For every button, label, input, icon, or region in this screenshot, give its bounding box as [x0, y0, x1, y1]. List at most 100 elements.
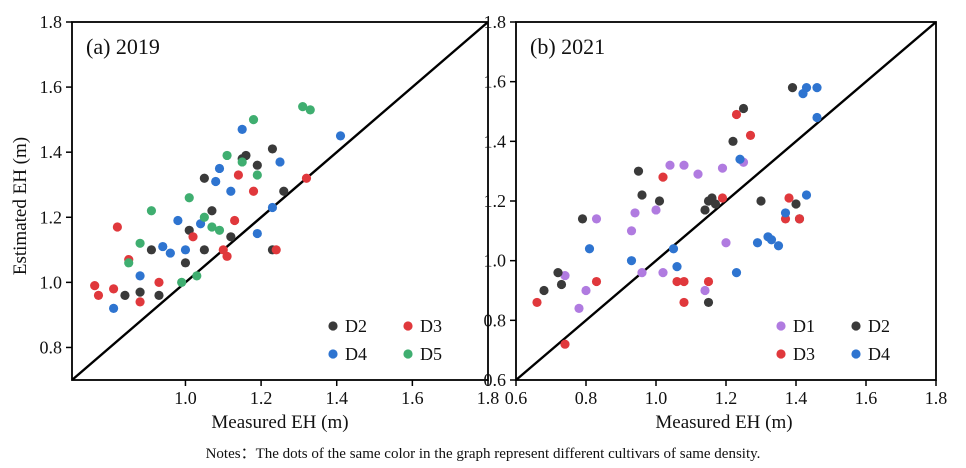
- data-point-d1: [721, 238, 731, 248]
- data-point-d4: [267, 202, 278, 213]
- x-tick-label: 1.8: [477, 388, 500, 408]
- data-point-d2: [637, 190, 647, 200]
- data-point-d5: [124, 258, 134, 268]
- panel-title: (a) 2019: [86, 34, 160, 59]
- data-point-d4: [812, 83, 822, 93]
- data-point-d2: [700, 205, 710, 215]
- data-point-d3: [90, 281, 100, 291]
- data-point-d2: [539, 285, 549, 296]
- data-point-d4: [735, 154, 745, 164]
- data-point-d3: [560, 339, 570, 349]
- data-point-d2: [135, 287, 145, 297]
- data-point-d4: [173, 215, 183, 226]
- y-tick-label: 0.8: [484, 310, 507, 330]
- y-tick-label: 0.6: [484, 370, 507, 390]
- data-point-d2: [654, 196, 665, 206]
- one-to-one-line: [71, 21, 489, 381]
- data-point-d4: [668, 244, 679, 254]
- data-point-d4: [165, 248, 175, 258]
- data-point-d5: [207, 222, 217, 232]
- data-point-d5: [199, 212, 209, 222]
- y-axis-label: Estimated EH (m): [10, 137, 31, 275]
- legend-label-d2: D2: [345, 316, 367, 336]
- data-point-d4: [158, 241, 168, 252]
- data-point-d2: [120, 290, 130, 300]
- data-point-d5: [222, 150, 232, 161]
- legend-label-d4: D4: [868, 344, 890, 364]
- data-point-d4: [211, 176, 221, 187]
- y-tick-label: 1.4: [484, 131, 507, 151]
- y-tick-label: 1.8: [484, 12, 507, 32]
- data-point-d3: [135, 297, 145, 307]
- y-tick-label: 1.0: [484, 251, 507, 271]
- legend-marker-d1: [776, 321, 786, 331]
- data-point-d4: [812, 112, 822, 123]
- y-tick-label: 1.2: [40, 207, 63, 227]
- x-tick-label: 1.6: [401, 388, 424, 408]
- data-point-d3: [93, 290, 104, 300]
- panel-2019: 1.0 1.2 1.4 1.6 1.8 0.8 1.0 1.2 1.4 1.6 1.8 (a) 201…: [40, 12, 500, 408]
- data-point-d5: [248, 115, 259, 125]
- data-point-d1: [717, 163, 728, 173]
- data-point-d2: [756, 196, 766, 206]
- data-point-d1: [574, 303, 584, 313]
- data-point-d2: [154, 290, 164, 300]
- data-point-d1: [658, 268, 668, 278]
- data-point-d1: [700, 285, 710, 296]
- data-point-d3: [717, 193, 728, 203]
- data-point-d3: [703, 276, 714, 287]
- data-point-d1: [637, 268, 647, 278]
- data-point-d5: [214, 225, 225, 235]
- legend-marker-d5: [403, 349, 413, 359]
- x-tick-label: 1.2: [715, 388, 738, 408]
- data-point-d2: [633, 166, 644, 176]
- data-point-d3: [271, 245, 281, 255]
- legend-marker-d2: [851, 321, 861, 331]
- legend-label-d1: D1: [793, 316, 815, 336]
- data-point-d3: [679, 297, 689, 308]
- data-point-d5: [298, 102, 308, 112]
- data-point-d3: [731, 109, 742, 120]
- data-point-d3: [679, 276, 689, 287]
- data-point-d3: [188, 232, 198, 242]
- x-tick-label: 1.8: [925, 388, 948, 408]
- data-point-d1: [651, 205, 661, 215]
- data-point-d3: [109, 284, 119, 294]
- data-point-d5: [177, 277, 187, 287]
- data-point-d4: [626, 256, 637, 266]
- data-point-d3: [154, 277, 164, 287]
- data-point-d4: [214, 163, 225, 174]
- data-point-d2: [787, 83, 798, 93]
- data-point-d3: [794, 214, 805, 224]
- data-point-d3: [230, 215, 240, 226]
- data-point-d3: [591, 276, 602, 287]
- data-point-d4: [584, 244, 595, 254]
- data-point-d2: [556, 279, 567, 290]
- panel-2021: 0.6 0.8 1.0 1.2 1.4 1.6 1.8 0.6 0.8 1.0 1.2 1.4 1.6 1…: [484, 12, 948, 408]
- figure-note: Notes：The dots of the same color in the …: [205, 446, 761, 462]
- data-point-d2: [207, 206, 217, 216]
- data-point-d4: [335, 131, 346, 141]
- x-tick-label: 1.0: [174, 388, 197, 408]
- y-tick-label: 1.8: [40, 12, 63, 32]
- data-point-d2: [226, 232, 236, 242]
- data-point-d5: [135, 238, 145, 248]
- data-point-d1: [591, 214, 602, 224]
- data-point-d5: [237, 157, 247, 167]
- data-point-d5: [305, 105, 315, 115]
- data-point-d2: [703, 297, 714, 308]
- y-tick-label: 1.2: [484, 191, 507, 211]
- data-point-d2: [180, 258, 191, 268]
- x-tick-label: 1.4: [785, 388, 808, 408]
- x-axis-label-a: Measured EH (m): [211, 412, 348, 433]
- data-point-d5: [252, 170, 262, 180]
- data-point-d2: [267, 144, 278, 154]
- data-point-d4: [801, 83, 812, 93]
- data-point-d3: [222, 251, 232, 261]
- x-tick-label: 0.8: [575, 388, 598, 408]
- x-tick-label: 1.0: [645, 388, 668, 408]
- y-tick-label: 0.8: [40, 337, 63, 357]
- data-point-d2: [252, 160, 262, 170]
- data-point-d3: [658, 172, 668, 182]
